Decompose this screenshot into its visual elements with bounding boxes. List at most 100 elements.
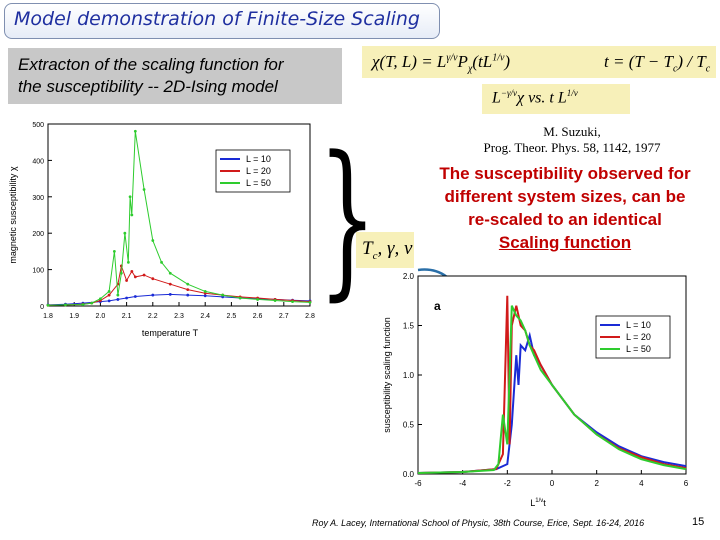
scaling-formula: χ(T, L) = Lγ/νPχ(tL1/ν) [372,52,511,75]
x-tick-label: 2.3 [174,313,184,320]
scaling-plot-formula: L−γ/νχ vs. t L1/ν [492,88,578,107]
y-axis-label: magnetic susceptibility χ [8,166,18,264]
x-tick-label: 1.9 [69,313,79,320]
y-tick-label: 300 [32,195,44,202]
subtitle-line-2: the susceptibility -- 2D-Ising model [18,77,278,96]
y-tick-label: 1.5 [403,322,415,331]
formula-vs-box [482,84,630,114]
x-tick-label: 4 [639,479,644,488]
data-point [119,271,123,275]
data-point [186,282,190,286]
legend-label: L = 50 [626,344,651,354]
data-point [168,271,172,275]
data-point [256,298,259,301]
y-tick-label: 400 [32,158,44,165]
data-point [125,296,128,300]
legend-label: L = 10 [626,320,651,330]
data-point [130,213,134,217]
y-tick-label: 100 [32,268,44,275]
y-tick-label: 0.0 [403,470,415,479]
x-tick-label: 2 [594,479,599,488]
data-point [273,299,277,302]
susceptibility-chart: 0 100 200 300 400 500 1.8 1.9 2.0 2.1 2.2 2.3 2.4 2.5… [8,122,315,338]
data-point [133,295,137,298]
params-box [356,232,414,268]
data-point [151,277,155,281]
plot-frame [417,275,687,475]
scaling-function-chart: 0.0 0.5 1.0 1.5 2.0 -6 -4 -2 0 2 4 6 L = 10 L = 20 L =… [382,272,689,508]
x-tick-label: 2.0 [96,313,106,320]
series-line-l20 [47,264,311,306]
x-tick-label: 6 [684,479,689,488]
data-point [203,290,207,293]
data-point [116,293,120,297]
x-tick-label: 2.8 [305,313,315,320]
y-axis-label: susceptibility scaling function [382,317,392,433]
data-point [133,275,137,279]
x-tick-label: -6 [414,479,422,488]
data-point [291,300,294,304]
series-line-l50 [47,131,311,306]
subtitle-box [8,48,342,104]
data-point [186,288,190,292]
y-tick-label: 0 [40,304,44,311]
slide-subtitle: Extracton of the scaling function for th… [18,54,338,98]
legend-label: L = 10 [246,154,271,164]
y-tick-label: 200 [32,231,44,238]
data-point [123,231,127,235]
data-point [168,282,172,286]
reduced-temperature-formula: t = (T − Tc) / Tc [604,52,711,75]
data-point [308,300,312,304]
legend-label: L = 20 [246,166,271,176]
panel-label: a [434,299,441,313]
y-tick-label: 2.0 [403,272,415,281]
slide-title: Model demonstration of Finite-Size Scali… [14,8,420,30]
title-box [4,3,440,39]
data-point [130,270,134,273]
series-line-l50 [417,305,687,474]
x-tick-label: 2.7 [279,313,289,320]
x-tick-label: -2 [504,479,512,488]
x-tick-label: -4 [459,479,467,488]
y-tick-label: 1.0 [403,371,415,380]
x-tick-label: 2.6 [253,313,263,320]
data-point [125,279,128,282]
data-point [221,293,225,297]
data-point [107,299,111,303]
x-axis-label: L1/νt [530,498,546,508]
data-point [160,260,163,264]
curly-brace-icon: } [318,120,377,316]
observation-text: The susceptibility observed for differen… [412,162,718,254]
critical-parameters: Tc, γ, ν [362,238,413,262]
data-point [133,129,137,133]
subtitle-line-1: Extracton of the scaling function for [18,55,284,74]
data-point [90,301,94,305]
data-point [107,293,111,297]
x-tick-label: 2.2 [148,313,158,320]
data-point [126,260,130,264]
x-tick-label: 2.4 [200,313,210,320]
scaling-function-label: Scaling function [498,233,632,252]
reference: M. Suzuki, Prog. Theor. Phys. 58, 1142, … [483,124,661,155]
legend-label: L = 50 [246,178,271,188]
slide-number: 15 [692,516,705,528]
data-point [116,298,120,301]
footer-citation: Roy A. Lacey, International School of Ph… [312,518,645,528]
data-point [64,303,67,307]
y-tick-label: 0.5 [403,421,415,430]
data-point [112,250,116,253]
data-point [238,296,242,300]
data-point [151,293,155,297]
data-point [107,290,111,293]
x-tick-label: 1.8 [43,313,53,320]
data-point [46,303,50,307]
data-point [142,273,146,277]
data-point [186,293,190,297]
x-tick-label: 0 [550,479,555,488]
x-tick-label: 2.1 [122,313,132,320]
y-tick-label: 500 [32,122,44,129]
data-point [81,303,85,306]
series-line-l10 [417,331,687,474]
legend-label: L = 20 [626,332,651,342]
x-axis-label: temperature T [142,328,199,338]
